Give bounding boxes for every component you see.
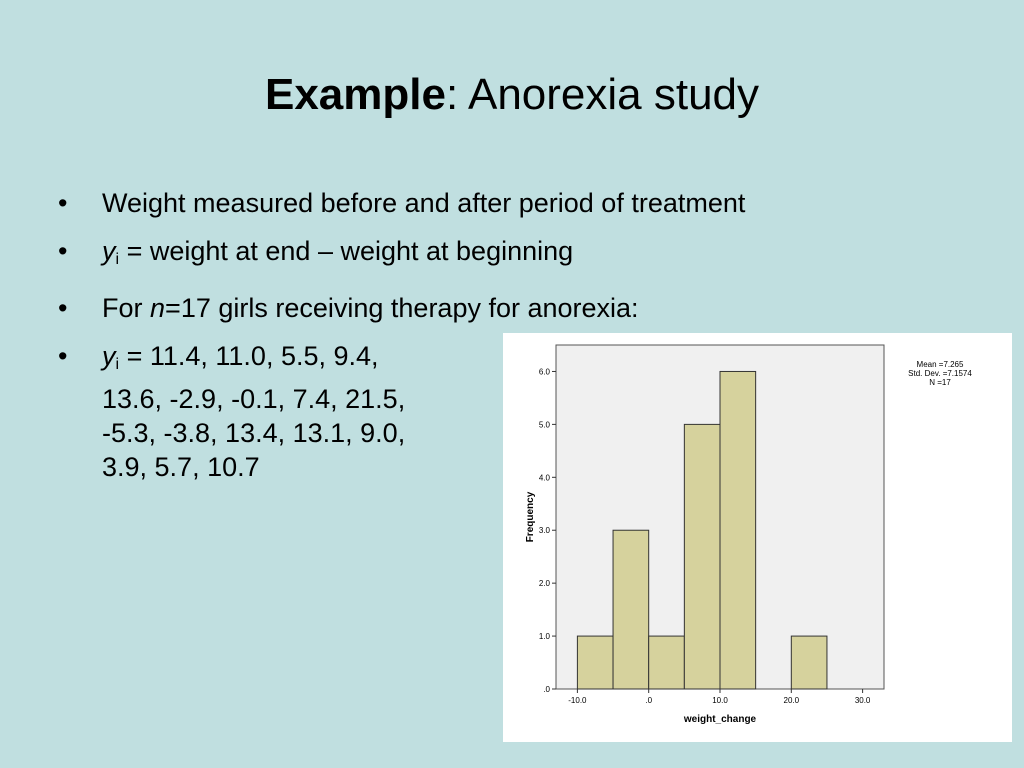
histogram-chart: -10.0 .0 10.0 20.0 30.0 .0 1.0 2.0 3.0 4.0 5.0 6.0… — [525, 344, 885, 725]
title-strong: Example — [264, 70, 446, 119]
bullet-glyph: • — [58, 236, 68, 266]
bullet-text: = weight at end – weight at beginning — [119, 236, 574, 266]
title-rest: : Anorexia study — [445, 70, 760, 119]
stats-n: N =17 — [929, 378, 951, 387]
x-tick-label: 30.0 — [855, 696, 871, 705]
bullet-subscript: i — [115, 356, 120, 373]
bullet-variable: y — [102, 341, 116, 371]
bullet-glyph: • — [58, 188, 68, 218]
x-tick-label: .0 — [645, 696, 652, 705]
stats-sd: Std. Dev. =7.1574 — [908, 369, 972, 378]
x-axis: -10.0 .0 10.0 20.0 30.0 — [568, 689, 871, 705]
bullet-list: • Weight measured before and after perio… — [58, 186, 958, 498]
bullet-item: • Weight measured before and after perio… — [58, 186, 958, 220]
x-tick-label: 10.0 — [712, 696, 728, 705]
stats-mean: Mean =7.265 — [916, 360, 964, 369]
bullet-item: • yi = weight at end – weight at beginni… — [58, 234, 958, 277]
values-line: = 11.4, 11.0, 5.5, 9.4, — [126, 341, 379, 371]
y-tick-label: .0 — [543, 685, 550, 694]
y-tick-label: 4.0 — [539, 473, 551, 482]
y-tick-label: 3.0 — [539, 526, 551, 535]
histogram-bar — [719, 370, 757, 690]
x-axis-label: weight_change — [683, 714, 757, 725]
histogram-bar — [612, 529, 650, 690]
histogram-bar — [683, 423, 721, 690]
bullet-subscript: i — [115, 251, 120, 268]
y-axis-label: Frequency — [525, 491, 536, 542]
y-tick-label: 2.0 — [539, 579, 551, 588]
x-tick-label: -10.0 — [568, 696, 587, 705]
x-tick-label: 20.0 — [784, 696, 800, 705]
bullet-prefix: For — [102, 293, 151, 323]
y-tick-label: 5.0 — [539, 420, 551, 429]
bullet-text: =17 girls receiving therapy for anorexia… — [165, 293, 639, 323]
bullet-glyph: • — [58, 341, 68, 371]
histogram-bar — [790, 635, 828, 690]
histogram-bar — [648, 635, 685, 690]
stats-box: Mean =7.265 Std. Dev. =7.1574 N =17 — [895, 360, 985, 387]
histogram-panel: -10.0 .0 10.0 20.0 30.0 .0 1.0 2.0 3.0 4.0 5.0 6.0… — [503, 333, 1012, 742]
y-tick-label: 6.0 — [539, 367, 551, 376]
values-line: 3.9, 5.7, 10.7 — [102, 452, 260, 482]
y-axis: .0 1.0 2.0 3.0 4.0 5.0 6.0 — [539, 367, 556, 694]
slide-title: Example: Anorexia study — [0, 70, 1024, 120]
bullet-text: Weight measured before and after period … — [102, 188, 746, 218]
bullet-item: • For n=17 girls receiving therapy for a… — [58, 291, 958, 325]
values-line: 13.6, -2.9, -0.1, 7.4, 21.5, — [102, 384, 406, 414]
bullet-glyph: • — [58, 293, 68, 323]
bullet-variable: n — [150, 293, 166, 323]
bullet-item: • yi = 11.4, 11.0, 5.5, 9.4, 13.6, -2.9,… — [58, 339, 958, 484]
bars-group — [576, 370, 828, 690]
values-line: -5.3, -3.8, 13.4, 13.1, 9.0, — [102, 418, 406, 448]
bullet-variable: y — [102, 236, 116, 266]
histogram-bar — [576, 635, 614, 690]
y-tick-label: 1.0 — [539, 632, 551, 641]
